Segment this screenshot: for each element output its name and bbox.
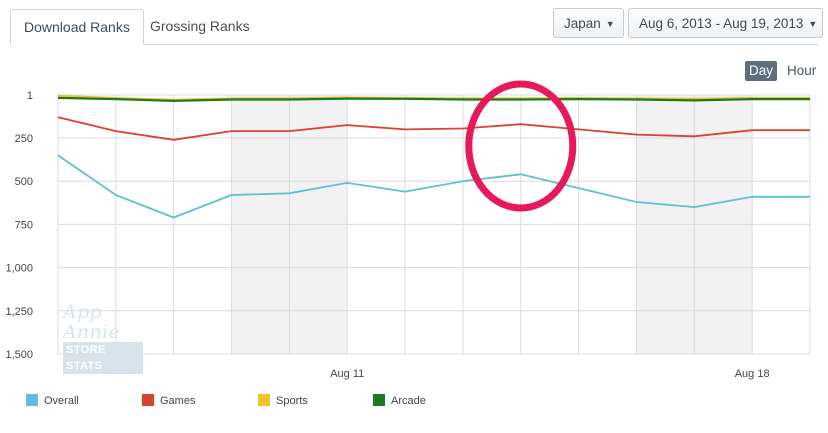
legend-swatch	[142, 394, 154, 406]
y-tick-label: 1,250	[5, 306, 33, 318]
granularity-day-button[interactable]: Day	[745, 61, 778, 81]
date-range-value: Aug 6, 2013 - Aug 19, 2013	[639, 16, 804, 31]
legend-label: Sports	[276, 395, 308, 407]
legend-swatch	[258, 394, 270, 406]
tab-download-ranks[interactable]: Download Ranks	[10, 9, 144, 45]
country-value: Japan	[564, 16, 601, 31]
legend-swatch	[373, 394, 385, 406]
legend-label: Games	[160, 395, 196, 407]
legend-item-games[interactable]: Games	[142, 394, 195, 408]
series-line-arcade	[57, 96, 810, 103]
country-dropdown[interactable]: Japan ▼	[553, 8, 624, 38]
series-line-games	[57, 116, 810, 141]
chevron-down-icon: ▼	[605, 19, 615, 29]
watermark-line2: STORE STATS	[63, 342, 143, 374]
y-tick-label: 1,000	[5, 263, 33, 275]
date-range-dropdown[interactable]: Aug 6, 2013 - Aug 19, 2013 ▼	[628, 8, 823, 38]
y-tick-label: 500	[15, 176, 33, 188]
app-annie-watermark: App Annie STORE STATS	[63, 302, 143, 374]
y-tick-label: 1	[27, 90, 33, 102]
legend-item-sports[interactable]: Sports	[258, 394, 308, 408]
tab-grossing-ranks[interactable]: Grossing Ranks	[150, 18, 250, 34]
granularity-hour-button[interactable]: Hour	[787, 63, 817, 78]
x-tick-label: Aug 18	[735, 368, 770, 380]
series-line-overall	[57, 154, 810, 219]
legend-item-overall[interactable]: Overall	[26, 394, 79, 408]
legend-label: Arcade	[391, 395, 426, 407]
highlight-circle	[465, 80, 577, 212]
y-tick-label: 1,500	[5, 349, 33, 361]
rank-tabs: Download Ranks Grossing Ranks	[10, 6, 818, 45]
watermark-line1: App Annie	[63, 301, 121, 343]
y-tick-label: 750	[15, 219, 33, 231]
x-tick-label: Aug 11	[330, 368, 364, 380]
y-tick-label: 250	[15, 133, 33, 145]
chevron-down-icon: ▼	[808, 19, 818, 29]
legend-item-arcade[interactable]: Arcade	[373, 394, 426, 408]
legend-swatch	[26, 394, 38, 406]
legend-label: Overall	[44, 395, 79, 407]
